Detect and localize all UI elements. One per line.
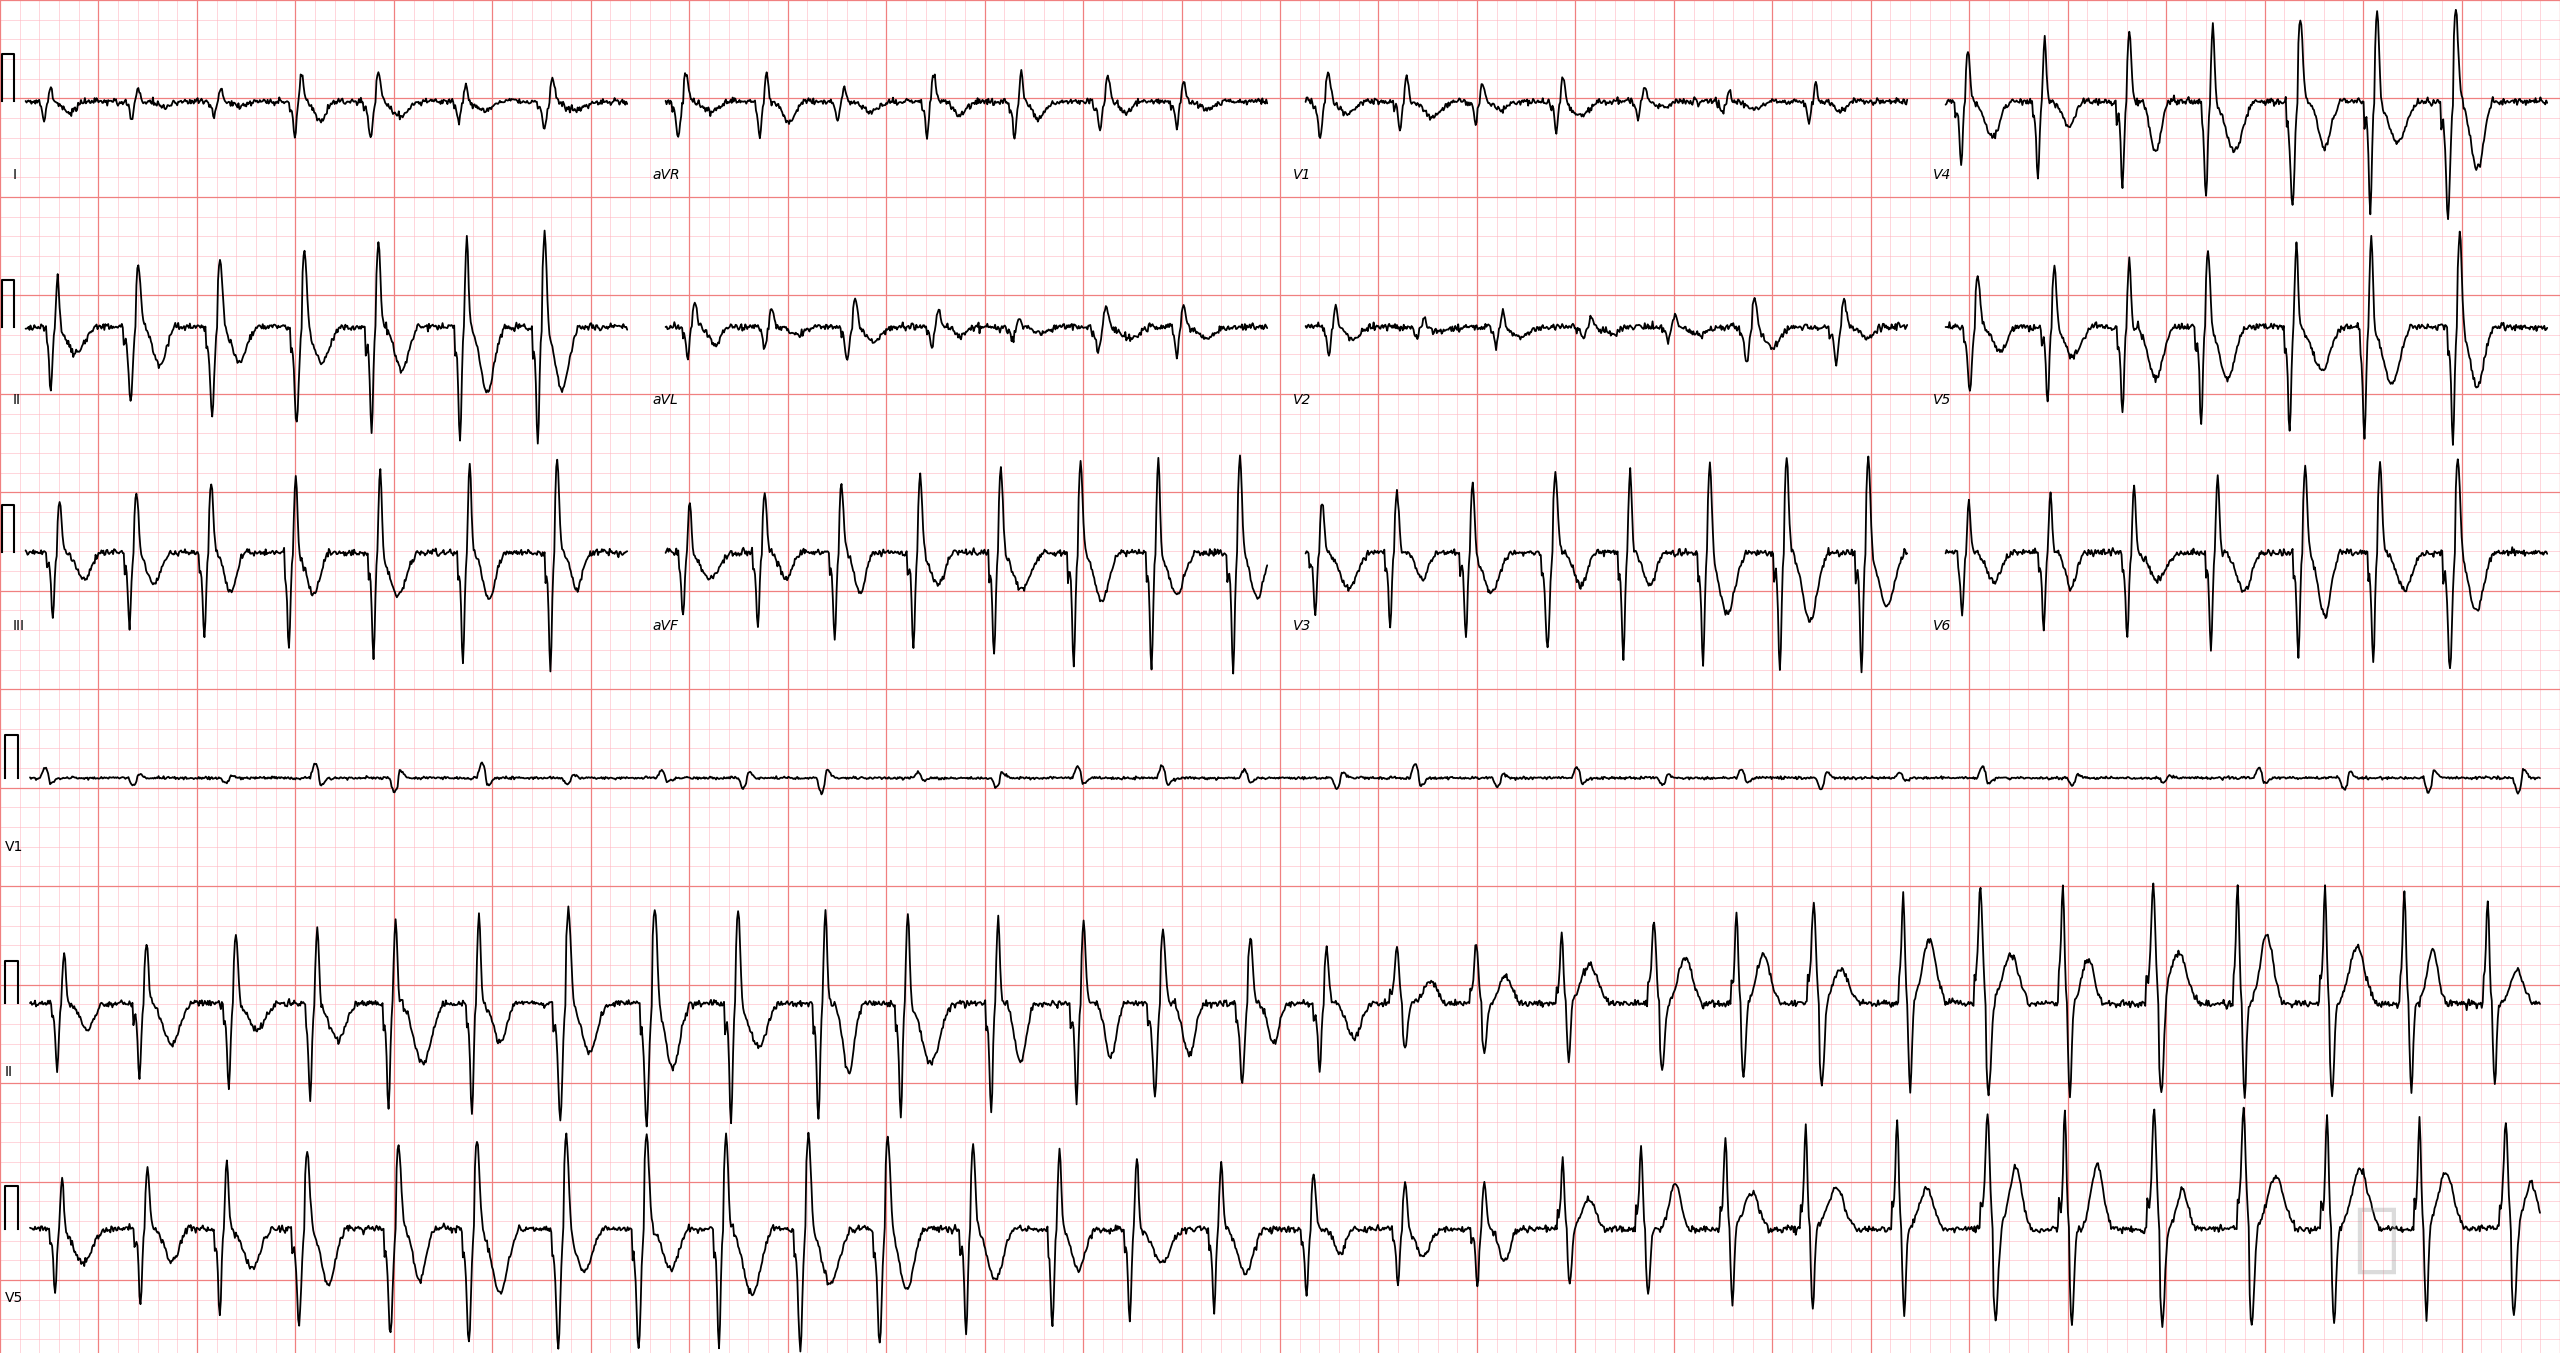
- Text: II: II: [13, 394, 20, 407]
- Text: aVL: aVL: [653, 394, 678, 407]
- Text: V5: V5: [5, 1291, 23, 1304]
- Text: V3: V3: [1293, 618, 1311, 633]
- Text: aVR: aVR: [653, 168, 681, 181]
- Text: V1: V1: [5, 840, 23, 854]
- Text: aVF: aVF: [653, 618, 678, 633]
- Text: II: II: [5, 1065, 13, 1080]
- Text: 🐂: 🐂: [2353, 1203, 2399, 1276]
- Text: I: I: [13, 168, 18, 181]
- Text: V4: V4: [1933, 168, 1951, 181]
- Text: V6: V6: [1933, 618, 1951, 633]
- Text: V1: V1: [1293, 168, 1311, 181]
- Text: V5: V5: [1933, 394, 1951, 407]
- Text: V2: V2: [1293, 394, 1311, 407]
- Text: III: III: [13, 618, 26, 633]
